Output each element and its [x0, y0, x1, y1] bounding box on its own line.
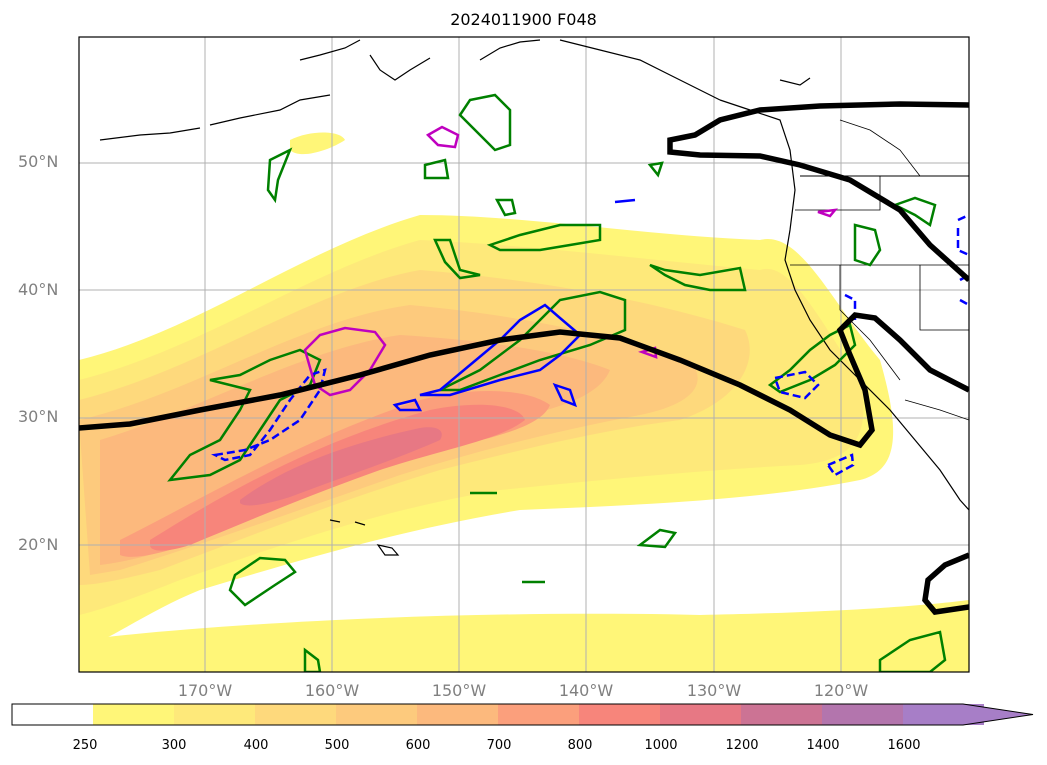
green-contour [891, 196, 937, 228]
thick-contour-south [922, 552, 969, 615]
fill-1000 [240, 427, 442, 506]
colorbar [11, 703, 1034, 726]
lat-label: 20°N [18, 535, 59, 554]
lon-label: 170°W [177, 681, 233, 700]
lat-label: 30°N [18, 407, 59, 426]
colorbar-tick-label: 300 [161, 738, 187, 753]
blue-contour [419, 303, 582, 397]
colorbar-tick-label: 800 [567, 738, 593, 753]
magenta-contour [425, 125, 460, 149]
colorbar-segment [579, 704, 660, 725]
thick-contour-main [79, 312, 969, 449]
green-contour [266, 147, 293, 204]
green-contour [853, 223, 882, 267]
blue-contour [773, 370, 820, 400]
green-contours [167, 93, 947, 672]
coastlines [99, 39, 969, 556]
colorbar-segment [12, 704, 93, 725]
fill-250b [79, 600, 969, 672]
green-contour [433, 238, 481, 280]
green-contour [303, 647, 322, 672]
blue-contour [956, 213, 969, 257]
filled-contours [79, 132, 969, 672]
colorbar-tick-label: 1000 [644, 738, 678, 753]
colorbar-tick-label: 1200 [725, 738, 759, 753]
colorbar-segment [417, 704, 498, 725]
green-contour [167, 348, 322, 482]
green-contour [878, 630, 947, 672]
graticule [79, 37, 969, 672]
lon-label: 130°W [686, 681, 742, 700]
colorbar-segment [174, 704, 255, 725]
thick-black-contour [79, 101, 969, 615]
colorbar-tick-label: 700 [486, 738, 512, 753]
green-contour [486, 223, 602, 252]
colorbar-extend-arrow [903, 704, 1033, 725]
blue-contour [826, 453, 855, 477]
colorbar-segment [93, 704, 174, 725]
blue-contour [392, 398, 423, 412]
green-contour [636, 528, 678, 549]
colorbar-tick-label: 1600 [887, 738, 921, 753]
colorbar-tick-label: 1400 [806, 738, 840, 753]
colorbar-segment [255, 704, 336, 725]
lon-label: 140°W [558, 681, 614, 700]
green-contour [494, 198, 517, 217]
colorbar-segment [822, 704, 903, 725]
green-contour [767, 323, 857, 394]
colorbar-frame [11, 703, 1034, 726]
green-contour [647, 161, 664, 178]
green-contour [423, 158, 450, 180]
green-contour [649, 263, 747, 292]
colorbar-tick-label: 600 [405, 738, 431, 753]
green-contour [458, 93, 512, 152]
colorbar-segment [336, 704, 417, 725]
colorbar-tick-label: 500 [324, 738, 350, 753]
lon-label: 120°W [813, 681, 869, 700]
colorbar-tick-label: 400 [243, 738, 269, 753]
lon-label: 160°W [304, 681, 360, 700]
colorbar-segment [741, 704, 822, 725]
thick-contour-north [667, 101, 969, 283]
colorbar-tick-label: 250 [72, 738, 98, 753]
green-contour [439, 290, 627, 392]
magenta-contour [303, 326, 387, 397]
lon-label: 150°W [431, 681, 487, 700]
blue-contours [211, 198, 969, 477]
lat-label: 50°N [18, 152, 59, 171]
map-title: 2024011900 F048 [450, 10, 597, 29]
magenta-contour [817, 208, 838, 218]
colorbar-segment [498, 704, 579, 725]
blue-contour [614, 198, 636, 204]
colorbar-segment [660, 704, 741, 725]
blue-contour [552, 382, 578, 408]
lat-label: 40°N [18, 280, 59, 299]
blue-contour [211, 368, 327, 462]
fill-250c [290, 132, 345, 155]
green-contour [228, 556, 297, 607]
plot-frame [78, 36, 970, 673]
